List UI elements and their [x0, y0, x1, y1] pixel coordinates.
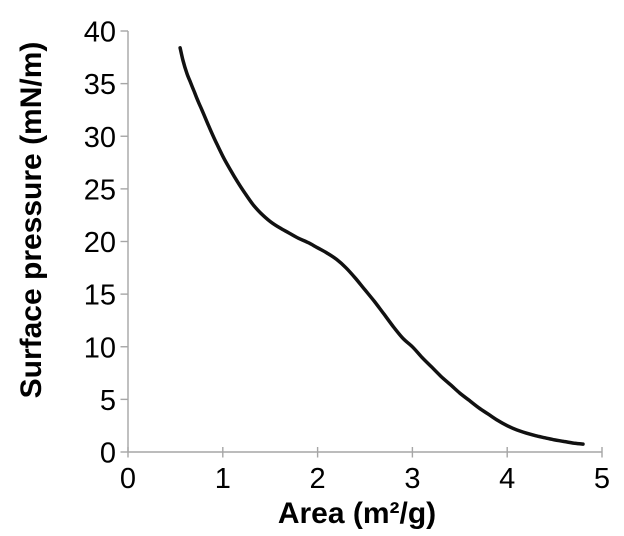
y-tick-label: 25 [84, 174, 116, 206]
y-tick-label: 10 [84, 332, 116, 364]
x-axis-title: Area (m²/g) [278, 497, 436, 530]
x-tick-label: 4 [499, 463, 515, 495]
y-tick-label: 30 [84, 122, 116, 154]
series-layer [178, 46, 585, 446]
ticks-layer: 0 5 10 15 20 25 30 35 40 0 1 2 3 4 5 [84, 17, 610, 496]
axes-layer [127, 31, 602, 453]
x-tick-label: 1 [215, 463, 231, 495]
x-tick-label: 5 [594, 463, 610, 495]
y-tick-label: 40 [84, 17, 116, 49]
y-tick-label: 5 [100, 385, 116, 417]
y-tick-label: 20 [84, 227, 116, 259]
y-axis-title: Surface pressure (mN/m) [15, 42, 48, 399]
y-tick-label: 15 [84, 280, 116, 312]
isotherm-curve [178, 46, 585, 446]
x-tick-label: 3 [404, 463, 420, 495]
x-tick-label: 0 [120, 463, 136, 495]
x-tick-label: 2 [310, 463, 326, 495]
y-tick-label: 0 [100, 438, 116, 470]
y-tick-label: 35 [84, 69, 116, 101]
